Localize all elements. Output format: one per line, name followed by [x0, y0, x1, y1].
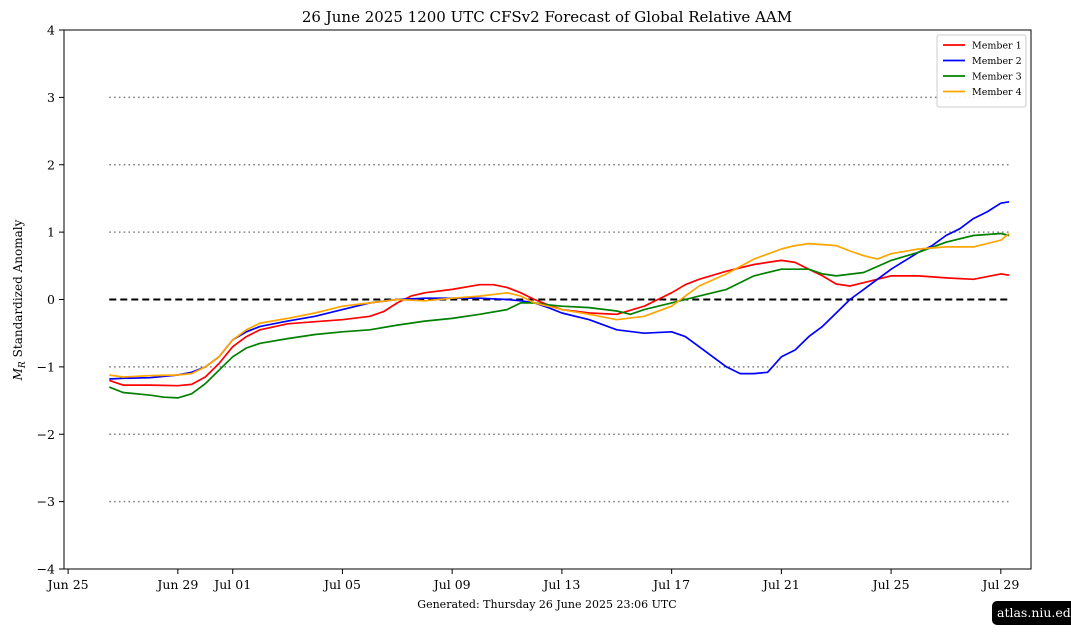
x-tick-label: Jul 05 — [322, 577, 361, 592]
legend-entry-label: Member 3 — [972, 72, 1022, 83]
x-tick-label: Jul 17 — [651, 577, 690, 592]
chart-title: 26 June 2025 1200 UTC CFSv2 Forecast of … — [302, 8, 792, 26]
y-tick-label: 2 — [47, 157, 55, 172]
series-line-member-2 — [109, 200, 1010, 380]
x-tick-label: Jul 29 — [980, 577, 1019, 592]
legend: Member 1 Member 2 Member 3 Member 4 — [936, 34, 1027, 108]
y-axis-ticks: −4 −3 −2 −1 0 1 2 3 4 — [37, 23, 64, 577]
legend-box — [936, 34, 1027, 108]
y-tick-label: 3 — [47, 90, 55, 105]
y-tick-label: 1 — [47, 225, 55, 240]
y-tick-label: −3 — [37, 494, 55, 509]
series-line-member-4 — [109, 232, 1010, 378]
legend-entry-label: Member 1 — [972, 41, 1022, 52]
x-tick-label: Jul 01 — [212, 577, 251, 592]
legend-entry-label: Member 2 — [972, 56, 1022, 67]
x-tick-label: Jul 09 — [432, 577, 471, 592]
x-axis-ticks: Jun 25 Jun 29 Jul 01 Jul 05 Jul 09 Jul 13 Jul … — [46, 569, 1019, 592]
y-axis-label-subscript: R — [18, 361, 28, 369]
x-tick-label: Jul 21 — [761, 577, 800, 592]
y-axis-label-symbol: M — [11, 367, 25, 381]
series-lines — [108, 200, 1010, 399]
x-tick-label: Jul 13 — [541, 577, 580, 592]
y-tick-label: 0 — [47, 292, 55, 307]
y-tick-label: −2 — [37, 427, 55, 442]
x-tick-label: Jun 29 — [155, 577, 198, 592]
x-tick-label: Jul 25 — [871, 577, 910, 592]
y-axis-label: MR Standardized Anomaly — [11, 219, 28, 381]
y-tick-label: 4 — [47, 23, 55, 38]
y-axis-label-text: Standardized Anomaly — [11, 219, 25, 357]
x-tick-label: Jun 25 — [46, 577, 89, 592]
y-tick-label: −1 — [37, 359, 55, 374]
legend-entry-label: Member 4 — [972, 87, 1022, 98]
generated-timestamp: Generated: Thursday 26 June 2025 23:06 U… — [417, 598, 676, 611]
y-tick-label: −4 — [37, 562, 55, 577]
watermark-badge: atlas.niu.edu — [992, 601, 1071, 625]
reference-lines — [109, 96, 1010, 503]
